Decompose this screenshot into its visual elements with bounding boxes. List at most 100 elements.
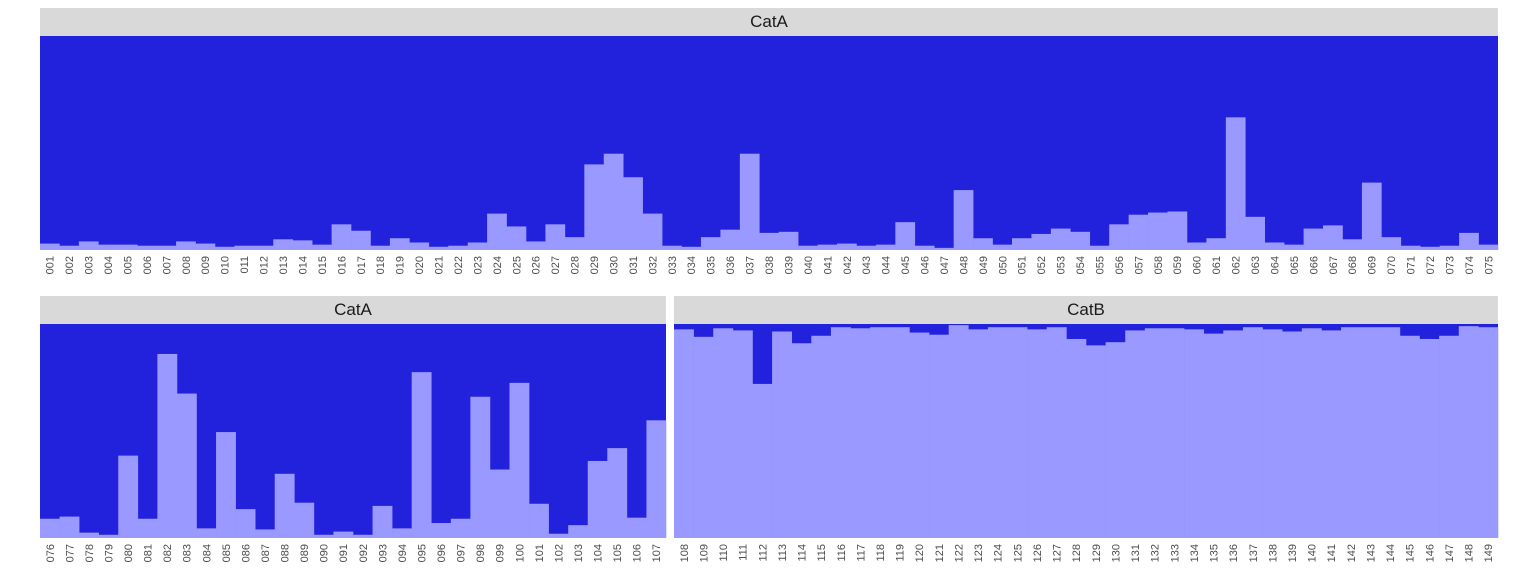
x-tick-label: 045: [900, 256, 912, 274]
x-tick-label: 004: [103, 256, 115, 274]
x-tick-label: 005: [122, 256, 134, 274]
bar: [720, 229, 741, 250]
x-tick-label: 115: [816, 544, 828, 562]
bar: [253, 245, 274, 250]
bar: [428, 246, 449, 250]
bar: [968, 329, 989, 538]
bar: [1167, 211, 1188, 250]
bar: [642, 213, 663, 250]
x-tick-label: 024: [492, 256, 504, 274]
bar: [1089, 245, 1110, 250]
bar: [626, 517, 647, 538]
bar: [98, 534, 119, 538]
x-tick-label: 023: [472, 256, 484, 274]
x-tick-label: 017: [356, 256, 368, 274]
bar: [1360, 327, 1381, 538]
bar: [929, 334, 949, 538]
bar: [79, 532, 99, 538]
x-tick-label: 107: [651, 544, 663, 562]
bar: [1125, 330, 1146, 538]
x-tick-label: 022: [453, 256, 465, 274]
x-tick-label: 128: [1071, 544, 1083, 562]
bar: [1303, 228, 1324, 250]
facet-strip-label: CatA: [40, 8, 1498, 36]
bar: [1086, 345, 1106, 538]
x-tick-label: 139: [1287, 544, 1299, 562]
bar: [713, 328, 734, 538]
bar: [312, 244, 332, 250]
bar: [752, 383, 773, 538]
x-tick-label: 052: [1036, 256, 1048, 274]
bar: [811, 335, 832, 538]
bar: [830, 327, 851, 538]
bar: [662, 245, 682, 250]
x-tick-label: 066: [1308, 256, 1320, 274]
x-tick-label: 049: [978, 256, 990, 274]
x-tick-label: 093: [377, 544, 389, 562]
x-tick-label: 102: [553, 544, 565, 562]
x-tick-label: 149: [1483, 544, 1495, 562]
bar: [856, 245, 877, 250]
x-tick-label: 148: [1464, 544, 1476, 562]
bar: [700, 237, 721, 250]
bar: [875, 244, 896, 250]
bar: [1206, 238, 1227, 250]
bar: [1186, 242, 1207, 250]
x-tick-label: 076: [45, 544, 57, 562]
bar: [646, 420, 667, 538]
x-tick-label: 140: [1307, 544, 1319, 562]
x-tick-label: 067: [1328, 256, 1340, 274]
x-tick-label: 079: [103, 544, 115, 562]
bar: [1284, 244, 1304, 250]
bar: [216, 432, 236, 538]
bar: [934, 247, 954, 250]
bar: [1458, 326, 1479, 538]
bar: [1323, 225, 1343, 250]
bar: [431, 523, 452, 538]
x-tick-label: 016: [336, 256, 348, 274]
bar: [411, 372, 432, 538]
x-tick-label: 141: [1326, 544, 1338, 562]
x-tick-label: 070: [1386, 256, 1398, 274]
x-tick-label: 068: [1347, 256, 1359, 274]
bar: [331, 224, 352, 250]
x-tick-label: 048: [958, 256, 970, 274]
bar-plot: 001 002 003 004 005 006 007 008 009 010 011 012 013 0…: [40, 36, 1499, 274]
x-tick-label: 108: [679, 544, 691, 562]
bar: [798, 245, 818, 250]
x-tick-label: 133: [1169, 544, 1181, 562]
bar: [1380, 327, 1401, 538]
bar: [1420, 246, 1440, 250]
x-tick-label: 112: [757, 544, 769, 562]
bar: [351, 230, 371, 250]
x-tick-label: 032: [647, 256, 659, 274]
bar: [992, 244, 1013, 250]
x-tick-label: 072: [1425, 256, 1437, 274]
bar: [156, 245, 177, 250]
bar: [623, 177, 643, 250]
x-tick-label: 089: [299, 544, 311, 562]
x-tick-label: 018: [375, 256, 387, 274]
x-tick-label: 046: [920, 256, 932, 274]
bar: [548, 533, 569, 538]
x-tick-label: 092: [358, 544, 370, 562]
x-tick-label: 104: [593, 544, 605, 562]
bar: [603, 153, 624, 250]
bar: [370, 245, 391, 250]
bar: [78, 241, 99, 250]
bar: [389, 238, 410, 250]
x-tick-label: 043: [861, 256, 873, 274]
bar: [1321, 330, 1342, 538]
x-tick-label: 047: [939, 256, 951, 274]
bar: [1066, 338, 1087, 538]
x-tick-label: 009: [200, 256, 212, 274]
bar: [1400, 245, 1421, 250]
x-tick-label: 063: [1250, 256, 1262, 274]
bar: [759, 232, 780, 250]
x-tick-label: 125: [1012, 544, 1024, 562]
x-tick-label: 001: [45, 256, 57, 274]
bar: [470, 396, 491, 538]
bar: [948, 325, 969, 538]
x-tick-label: 002: [64, 256, 76, 274]
bar: [1459, 232, 1479, 250]
